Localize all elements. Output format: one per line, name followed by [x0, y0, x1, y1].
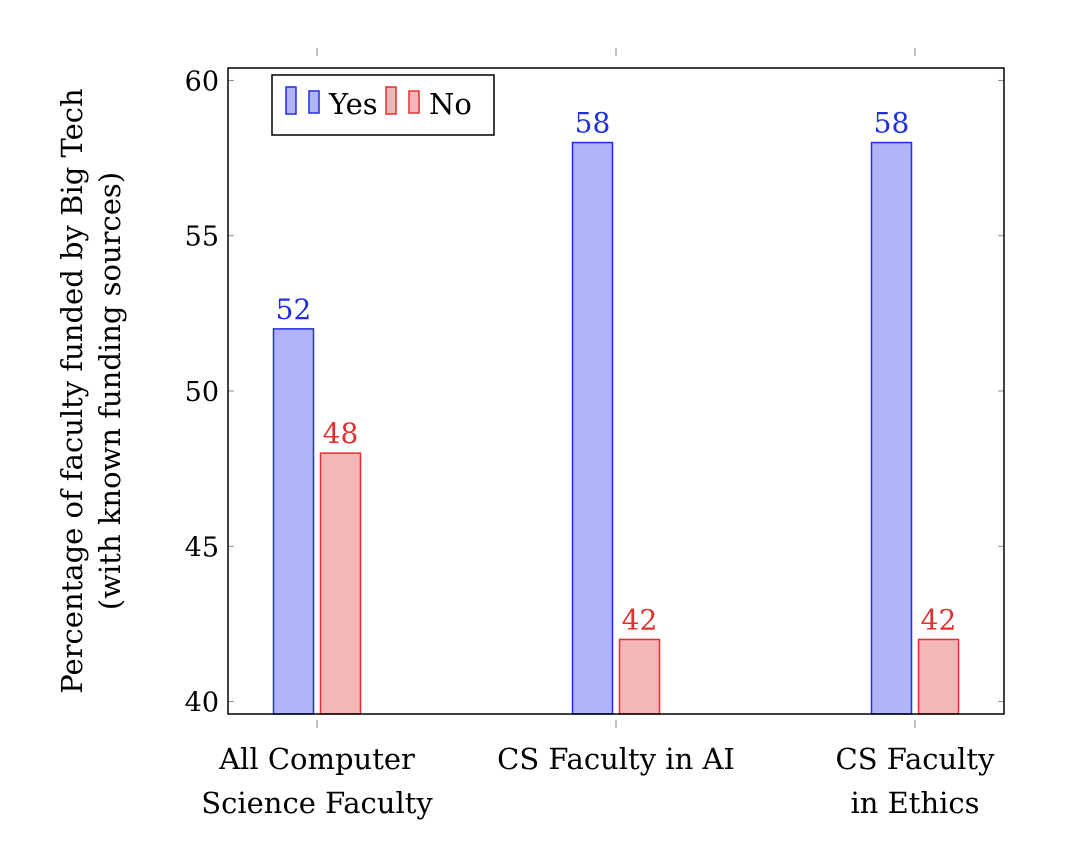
legend-label-no: No	[429, 87, 472, 121]
x-tick-label: Science Faculty	[201, 786, 433, 820]
x-tick-label: CS Faculty	[836, 742, 996, 776]
y-axis-label-line-1: Percentage of faculty funded by Big Tech	[55, 88, 89, 693]
data-label-yes: 58	[874, 107, 910, 140]
legend: Yes No	[271, 74, 495, 136]
tick-marks	[228, 48, 1004, 728]
y-tick-labels: 40 45 50 55 60	[185, 66, 219, 718]
data-label-no: 42	[622, 603, 658, 636]
data-label-yes: 52	[276, 293, 312, 326]
y-tick-label: 50	[185, 377, 219, 408]
x-tick-label: CS Faculty in AI	[497, 742, 735, 776]
y-tick-label: 60	[185, 66, 219, 97]
data-label-yes: 58	[575, 107, 611, 140]
y-tick-label: 45	[185, 532, 219, 563]
bar-yes	[571, 141, 614, 715]
bar-group	[272, 141, 960, 715]
bar-yes	[272, 328, 315, 715]
y-tick-label: 55	[185, 222, 219, 253]
bar-no	[917, 638, 960, 715]
bar-no	[618, 638, 661, 715]
y-axis-label: Percentage of faculty funded by Big Tech…	[55, 88, 127, 693]
legend-swatch-yes-1	[285, 86, 297, 115]
data-labels: 52 58 58 48 42 42	[276, 107, 957, 637]
x-tick-labels: All Computer Science Faculty CS Faculty in…	[201, 742, 995, 820]
bar-yes	[870, 141, 913, 715]
legend-swatch-yes-2	[308, 90, 320, 114]
y-tick-label: 40	[185, 688, 219, 719]
x-tick-label: in Ethics	[850, 786, 979, 820]
bar-no	[319, 452, 362, 715]
legend-swatch-no-1	[385, 86, 397, 115]
plot-frame	[227, 67, 1005, 715]
legend-label-yes: Yes	[328, 87, 378, 121]
data-label-no: 48	[323, 417, 359, 450]
legend-swatch-no-2	[408, 90, 420, 114]
y-axis-label-line-2: (with known funding sources)	[93, 172, 127, 610]
x-tick-label: All Computer	[218, 742, 415, 776]
data-label-no: 42	[921, 603, 957, 636]
